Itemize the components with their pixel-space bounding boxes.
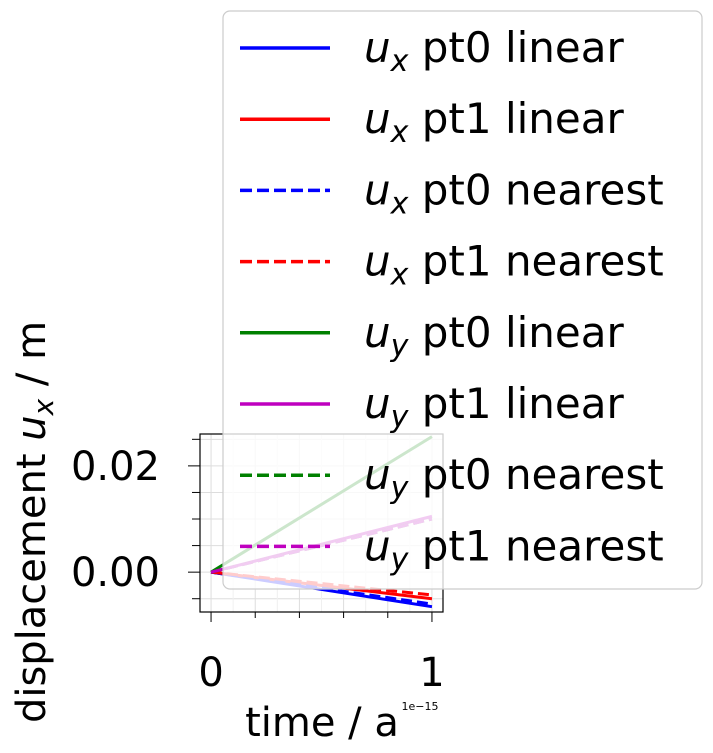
y-tick-label: 0.00	[71, 550, 160, 596]
legend-item: ux pt0 linear	[240, 23, 624, 79]
y-axis-label-sub: x	[27, 398, 60, 416]
axis-ticks	[188, 438, 433, 622]
y-axis-label-prefix: displacement	[9, 441, 55, 723]
legend-label: uy pt0 nearest	[364, 450, 664, 506]
legend-item: uy pt1 nearest	[240, 521, 664, 577]
legend-item: ux pt1 linear	[240, 94, 624, 150]
x-tick-label: 0	[198, 650, 223, 696]
legend-label: ux pt1 linear	[364, 94, 624, 150]
y-tick-label: 0.02	[71, 444, 160, 490]
y-axis-label-var: u	[9, 415, 55, 440]
y-axis-label-suffix: / m	[9, 321, 55, 399]
legend-label: ux pt1 nearest	[364, 237, 664, 293]
x-tick-label: 1	[419, 650, 444, 696]
legend-label: ux pt0 nearest	[364, 165, 664, 221]
x-axis-label: time / a	[245, 700, 399, 746]
x-offset-label: 1e−15	[402, 700, 439, 713]
legend-label: uy pt1 nearest	[364, 521, 664, 577]
legend-item: uy pt0 linear	[240, 308, 624, 364]
legend-item: uy pt1 linear	[240, 379, 624, 435]
legend: ux pt0 linear ux pt1 linear ux pt0 nearest…	[222, 10, 703, 590]
legend-item: ux pt1 nearest	[240, 237, 664, 293]
legend-label: ux pt0 linear	[364, 23, 624, 79]
legend-item: uy pt0 nearest	[240, 450, 664, 506]
tick-labels: 0 1 0.00 0.02	[71, 444, 445, 696]
legend-label: uy pt0 linear	[364, 308, 624, 364]
legend-frame	[222, 10, 703, 590]
legend-label: uy pt1 linear	[364, 379, 624, 435]
legend-item: ux pt0 nearest	[240, 165, 664, 221]
y-axis-label: displacement ux / m	[9, 321, 60, 723]
